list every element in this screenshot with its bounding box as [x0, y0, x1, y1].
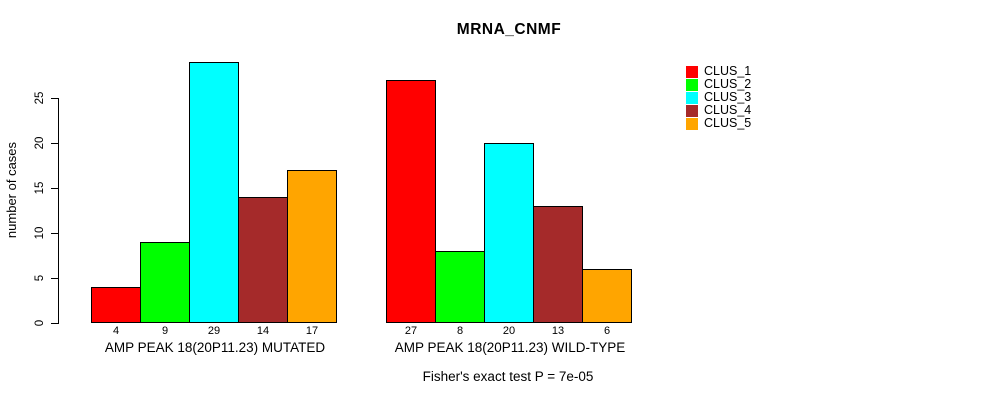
legend-label: CLUS_1 [704, 64, 752, 78]
y-tick-label: 15 [34, 181, 46, 195]
y-tick [51, 98, 58, 99]
y-tick [51, 233, 58, 234]
bar-g2-clus_5 [582, 269, 632, 323]
y-tick-label: 20 [34, 136, 46, 150]
bar-value-label: 4 [112, 325, 120, 337]
bar-value-label: 20 [502, 325, 516, 337]
bar-g1-clus_4 [238, 197, 288, 323]
legend-label: CLUS_3 [704, 90, 752, 104]
bar-g2-clus_2 [435, 251, 485, 323]
bar-value-label: 6 [603, 325, 611, 337]
legend-label: CLUS_4 [704, 103, 752, 117]
bar-g2-clus_1 [386, 80, 436, 323]
bar-g1-clus_5 [287, 170, 337, 323]
legend-label: CLUS_2 [704, 77, 752, 91]
legend-item-clus_5: CLUS_5 [686, 117, 751, 130]
y-tick-label: 10 [34, 226, 46, 240]
bar-value-label: 13 [551, 325, 565, 337]
fisher-test-annotation: Fisher's exact test P = 7e-05 [422, 369, 594, 384]
bar-g1-clus_2 [140, 242, 190, 323]
bar-value-label: 29 [207, 325, 221, 337]
legend-item-clus_1: CLUS_1 [686, 65, 751, 78]
y-tick-label: 5 [34, 274, 46, 282]
y-tick [51, 323, 58, 324]
legend-item-clus_3: CLUS_3 [686, 91, 751, 104]
legend-label: CLUS_5 [704, 116, 752, 130]
chart-legend: CLUS_1 CLUS_2 CLUS_3 CLUS_4 CLUS_5 [686, 65, 751, 130]
group-label-mutated: AMP PEAK 18(20P11.23) MUTATED [104, 340, 326, 355]
bar-g2-clus_4 [533, 206, 583, 323]
legend-item-clus_2: CLUS_2 [686, 78, 751, 91]
bar-g1-clus_1 [91, 287, 141, 323]
y-axis-line [58, 98, 59, 324]
chart-title: MRNA_CNMF [456, 21, 562, 38]
bar-g1-clus_3 [189, 62, 239, 323]
y-axis-title: number of cases [4, 141, 19, 239]
bar-value-label: 9 [161, 325, 169, 337]
bar-value-label: 17 [305, 325, 319, 337]
bar-g2-clus_3 [484, 143, 534, 323]
legend-swatch-icon [686, 78, 698, 91]
legend-swatch-icon [686, 117, 698, 130]
y-tick-label: 0 [34, 319, 46, 327]
legend-item-clus_4: CLUS_4 [686, 104, 751, 117]
bar-value-label: 8 [456, 325, 464, 337]
legend-swatch-icon [686, 91, 698, 104]
legend-swatch-icon [686, 104, 698, 117]
bar-value-label: 27 [404, 325, 418, 337]
legend-swatch-icon [686, 65, 698, 78]
y-tick [51, 143, 58, 144]
group-label-wild-type: AMP PEAK 18(20P11.23) WILD-TYPE [394, 340, 626, 355]
y-tick [51, 188, 58, 189]
bar-value-label: 14 [256, 325, 270, 337]
y-tick-label: 25 [34, 91, 46, 105]
y-tick [51, 278, 58, 279]
